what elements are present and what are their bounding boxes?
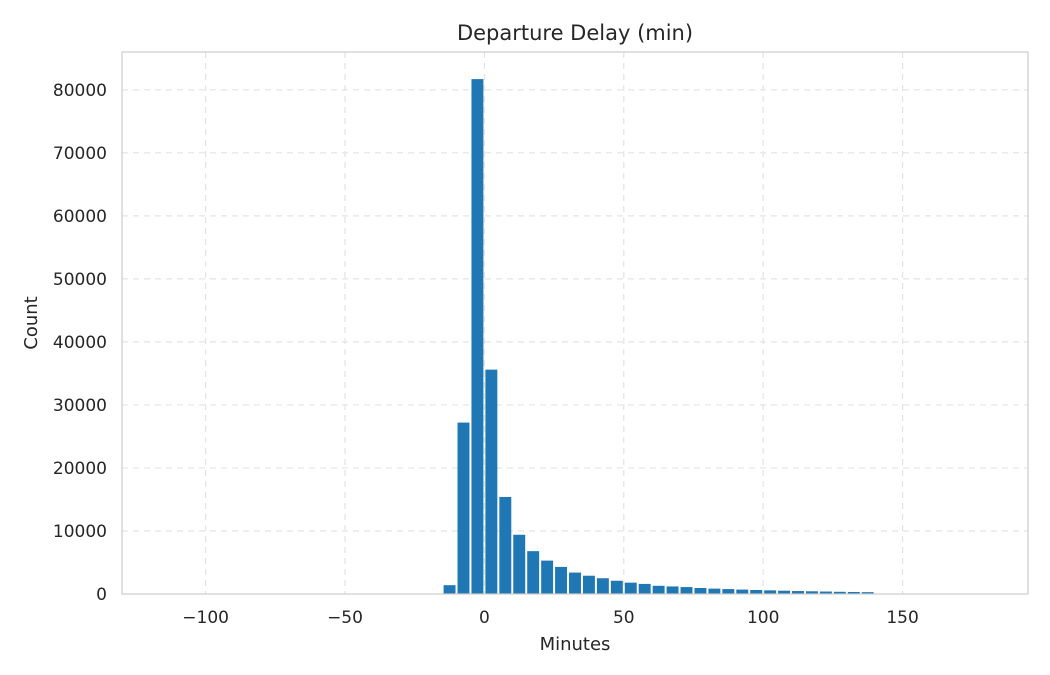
- y-tick-label: 20000: [53, 459, 107, 479]
- histogram-bar: [485, 369, 498, 594]
- grid-lines: [122, 52, 1028, 594]
- histogram-bar: [513, 534, 526, 594]
- histogram-bar: [457, 422, 470, 594]
- histogram-bar: [722, 589, 735, 594]
- histogram-bars: [443, 79, 874, 595]
- histogram-bar: [666, 586, 679, 594]
- histogram-bar: [694, 588, 707, 594]
- histogram-bar: [750, 589, 763, 594]
- y-tick-label: 10000: [53, 522, 107, 542]
- x-tick-label: 100: [747, 608, 779, 628]
- histogram-bar: [610, 580, 623, 594]
- histogram-bar: [736, 589, 749, 594]
- x-tick-label: −50: [327, 608, 363, 628]
- histogram-bar: [833, 591, 846, 594]
- y-tick-label: 70000: [53, 144, 107, 164]
- histogram-bar: [805, 591, 818, 594]
- y-tick-label: 30000: [53, 396, 107, 416]
- histogram-bar: [680, 587, 693, 594]
- histogram-bar: [541, 560, 554, 594]
- y-tick-label: 0: [96, 585, 107, 605]
- y-tick-label: 60000: [53, 207, 107, 227]
- histogram-bar: [499, 496, 512, 594]
- chart-title: Departure Delay (min): [457, 21, 693, 45]
- histogram-bar: [638, 583, 651, 594]
- histogram-bar: [778, 590, 791, 594]
- histogram-bar: [582, 575, 595, 594]
- histogram-bar: [792, 591, 804, 594]
- y-tick-label: 50000: [53, 270, 107, 290]
- histogram-bar: [471, 79, 484, 595]
- x-tick-label: 50: [613, 608, 635, 628]
- histogram-bar: [652, 585, 665, 594]
- histogram-bar: [708, 588, 721, 594]
- histogram-bar: [555, 566, 568, 594]
- histogram-bar: [764, 590, 777, 594]
- histogram-bar: [624, 582, 637, 594]
- x-tick-label: −100: [182, 608, 229, 628]
- histogram-bar: [527, 551, 540, 594]
- x-axis-label: Minutes: [540, 634, 611, 655]
- x-tick-labels: −100 −50 0 50 100 150: [182, 608, 919, 628]
- x-tick-label: 150: [886, 608, 918, 628]
- x-tick-label: 0: [479, 608, 490, 628]
- y-axis-label: Count: [21, 296, 42, 349]
- histogram-bar: [443, 585, 456, 594]
- plot-frame: [121, 51, 1029, 595]
- histogram-bar: [847, 591, 860, 594]
- histogram-bar: [596, 578, 609, 594]
- y-tick-label: 80000: [53, 81, 107, 101]
- histogram-bar: [569, 572, 581, 594]
- y-tick-labels: 0 10000 20000 30000 40000 50000 60000 70000 8000…: [53, 81, 107, 605]
- histogram-bar: [819, 591, 832, 594]
- y-tick-label: 40000: [53, 333, 107, 353]
- histogram-bar: [861, 592, 874, 594]
